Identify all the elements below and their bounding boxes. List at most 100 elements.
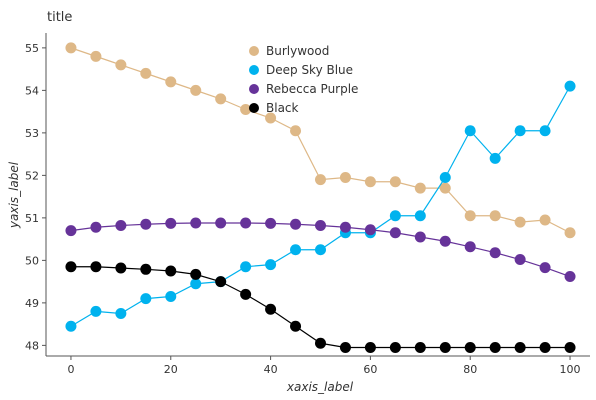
data-point-rebecca-purple (464, 241, 476, 253)
data-point-deep-sky-blue (389, 210, 401, 222)
y-tick-label: 49 (25, 297, 39, 310)
data-point-burlywood (165, 76, 177, 88)
data-point-black (140, 263, 152, 275)
data-point-deep-sky-blue (90, 305, 102, 317)
data-point-burlywood (240, 104, 252, 115)
data-point-black (564, 342, 576, 353)
legend-label-black: Black (266, 101, 299, 115)
data-point-deep-sky-blue (314, 244, 326, 256)
data-point-black (489, 342, 501, 353)
y-tick-label: 53 (25, 127, 39, 140)
data-point-deep-sky-blue (489, 152, 501, 164)
data-point-deep-sky-blue (564, 80, 576, 92)
data-point-black (290, 320, 302, 332)
data-point-rebecca-purple (439, 235, 451, 247)
data-point-deep-sky-blue (140, 293, 152, 305)
data-point-black (539, 342, 551, 353)
legend-label-rebecca-purple: Rebecca Purple (266, 82, 358, 96)
data-point-rebecca-purple (290, 218, 302, 230)
data-point-burlywood (564, 227, 576, 239)
x-tick-label: 80 (463, 363, 477, 376)
data-point-black (240, 288, 252, 300)
data-point-rebecca-purple (489, 247, 501, 259)
data-point-black (364, 342, 376, 353)
data-point-burlywood (364, 176, 376, 188)
x-tick-label: 0 (67, 363, 74, 376)
y-tick-label: 52 (25, 169, 39, 182)
series-deep-sky-blue (65, 80, 576, 332)
y-tick-label: 50 (25, 254, 39, 267)
data-point-rebecca-purple (65, 225, 77, 237)
data-point-burlywood (265, 112, 277, 124)
data-point-rebecca-purple (414, 231, 426, 243)
data-point-deep-sky-blue (65, 320, 77, 332)
data-point-black (115, 262, 127, 274)
data-point-deep-sky-blue (464, 125, 476, 137)
data-point-burlywood (439, 182, 451, 194)
data-point-black (314, 337, 326, 349)
data-point-burlywood (190, 84, 202, 96)
data-point-deep-sky-blue (514, 125, 526, 137)
legend-label-deep-sky-blue: Deep Sky Blue (266, 63, 353, 77)
y-tick-label: 51 (25, 212, 39, 225)
plot-area (65, 42, 576, 353)
data-point-black (339, 342, 351, 353)
data-point-rebecca-purple (115, 220, 127, 232)
legend-swatch-burlywood (249, 46, 259, 56)
data-point-rebecca-purple (215, 217, 227, 229)
series-line-black (70, 266, 571, 349)
data-point-rebecca-purple (190, 217, 202, 229)
data-point-black (439, 342, 451, 353)
x-axis-label: xaxis_label (286, 380, 354, 394)
data-point-burlywood (115, 59, 127, 71)
data-point-burlywood (514, 216, 526, 228)
x-tick-label: 40 (264, 363, 278, 376)
data-point-rebecca-purple (165, 217, 177, 229)
legend: Burlywood Deep Sky Blue Rebecca Purple Blac… (249, 44, 358, 115)
data-point-rebecca-purple (265, 217, 277, 229)
data-point-rebecca-purple (314, 220, 326, 232)
chart-title: title (47, 10, 72, 25)
legend-swatch-deep-sky-blue (249, 65, 259, 75)
y-axis: 48 49 50 51 52 53 54 55 (25, 33, 47, 356)
series-burlywood (65, 42, 576, 239)
data-point-black (165, 265, 177, 277)
data-point-rebecca-purple (339, 221, 351, 233)
data-point-deep-sky-blue (115, 308, 127, 319)
x-tick-label: 20 (164, 363, 178, 376)
data-point-rebecca-purple (364, 224, 376, 236)
data-point-burlywood (65, 42, 77, 54)
data-point-burlywood (215, 93, 227, 105)
series-rebecca-purple (65, 217, 576, 283)
x-tick-label: 100 (560, 363, 581, 376)
data-point-black (265, 303, 277, 315)
data-point-rebecca-purple (514, 254, 526, 266)
data-point-burlywood (314, 174, 326, 186)
data-point-black (65, 261, 77, 273)
data-point-rebecca-purple (389, 227, 401, 239)
data-point-burlywood (464, 210, 476, 222)
x-tick-label: 60 (363, 363, 377, 376)
data-point-rebecca-purple (140, 218, 152, 230)
data-point-black (514, 342, 526, 353)
data-point-burlywood (489, 210, 501, 222)
data-point-deep-sky-blue (290, 244, 302, 256)
data-point-deep-sky-blue (439, 172, 451, 183)
data-point-rebecca-purple (90, 221, 102, 233)
data-point-deep-sky-blue (265, 259, 277, 271)
y-tick-label: 54 (25, 84, 39, 97)
data-point-deep-sky-blue (165, 291, 177, 302)
data-point-black (215, 276, 227, 288)
series-line-deep-sky-blue (70, 85, 571, 327)
data-point-burlywood (90, 50, 102, 62)
data-point-burlywood (140, 67, 152, 79)
series-black (65, 261, 576, 353)
data-point-burlywood (389, 176, 401, 188)
data-point-burlywood (539, 214, 551, 226)
data-point-rebecca-purple (564, 271, 576, 283)
data-point-black (464, 342, 476, 353)
data-point-rebecca-purple (240, 217, 252, 229)
data-point-black (389, 342, 401, 353)
data-point-deep-sky-blue (539, 125, 551, 137)
